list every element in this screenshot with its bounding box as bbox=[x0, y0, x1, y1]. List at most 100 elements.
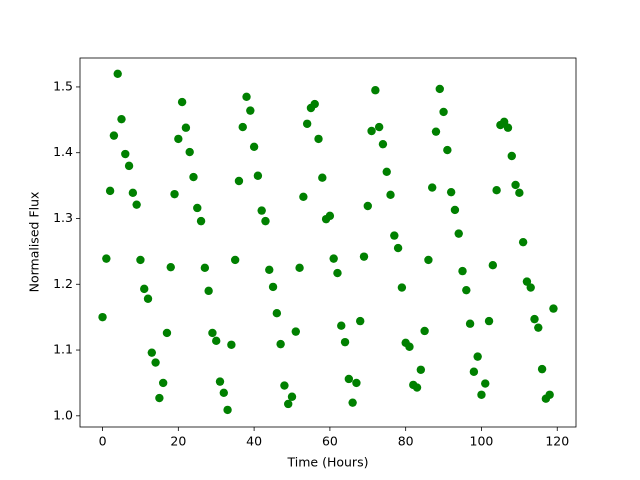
point bbox=[454, 229, 463, 238]
point bbox=[223, 405, 232, 415]
point bbox=[534, 323, 543, 332]
point bbox=[265, 265, 274, 274]
x-axis-label: Time (Hours) bbox=[287, 455, 369, 470]
point bbox=[193, 203, 202, 213]
point bbox=[98, 312, 107, 322]
point bbox=[462, 285, 471, 295]
y-tick-label: 1.1 bbox=[53, 342, 73, 357]
point bbox=[287, 392, 297, 401]
point bbox=[276, 339, 285, 349]
plot-frame bbox=[79, 57, 577, 428]
point bbox=[147, 348, 157, 357]
x-tick-label: 20 bbox=[170, 434, 186, 449]
point bbox=[158, 378, 168, 388]
x-tick-label: 100 bbox=[470, 434, 494, 449]
point bbox=[549, 304, 558, 313]
point bbox=[378, 139, 388, 149]
point bbox=[227, 340, 236, 349]
point bbox=[102, 254, 111, 263]
point bbox=[215, 377, 225, 386]
point bbox=[344, 374, 354, 384]
point bbox=[208, 328, 217, 338]
point bbox=[537, 364, 547, 374]
point bbox=[121, 149, 130, 159]
point bbox=[386, 190, 395, 200]
y-tick-label: 1.3 bbox=[53, 210, 73, 225]
point bbox=[291, 327, 300, 336]
point bbox=[382, 167, 391, 176]
point bbox=[446, 187, 456, 197]
point bbox=[128, 188, 138, 198]
point bbox=[280, 381, 289, 390]
point bbox=[465, 319, 475, 328]
point bbox=[246, 106, 255, 115]
point bbox=[356, 316, 365, 326]
point bbox=[477, 390, 486, 399]
point bbox=[390, 231, 399, 240]
point bbox=[299, 192, 308, 201]
point bbox=[200, 263, 210, 273]
x-tick-label: 40 bbox=[246, 434, 262, 449]
point bbox=[318, 173, 327, 182]
point bbox=[371, 86, 380, 95]
point bbox=[253, 171, 263, 180]
point bbox=[397, 283, 407, 292]
point bbox=[428, 183, 437, 192]
y-axis-label: Normalised Flux bbox=[27, 192, 42, 293]
point bbox=[363, 201, 372, 211]
x-tick-label: 60 bbox=[322, 434, 338, 449]
point bbox=[435, 84, 444, 94]
point bbox=[314, 134, 323, 144]
point bbox=[143, 294, 153, 303]
point bbox=[109, 131, 119, 140]
point bbox=[113, 69, 122, 78]
point bbox=[352, 378, 361, 388]
point bbox=[302, 119, 312, 128]
point bbox=[431, 127, 441, 136]
point bbox=[204, 286, 213, 296]
point bbox=[348, 398, 357, 407]
x-tick-label: 0 bbox=[99, 434, 107, 449]
point bbox=[458, 266, 467, 276]
point bbox=[196, 216, 206, 226]
point bbox=[367, 126, 376, 136]
point bbox=[526, 283, 535, 292]
point bbox=[140, 284, 149, 294]
y-tick-label: 1.2 bbox=[53, 276, 73, 291]
point bbox=[340, 337, 350, 347]
point bbox=[284, 399, 293, 409]
point bbox=[424, 255, 433, 265]
point bbox=[511, 180, 520, 190]
point bbox=[337, 321, 346, 330]
point bbox=[325, 211, 335, 221]
point bbox=[117, 114, 126, 124]
point bbox=[181, 123, 191, 132]
point bbox=[219, 388, 228, 397]
point bbox=[151, 358, 160, 367]
point bbox=[439, 107, 448, 117]
point bbox=[469, 367, 479, 376]
point bbox=[329, 254, 338, 263]
point bbox=[268, 282, 278, 292]
point bbox=[545, 390, 554, 399]
x-tick-label: 120 bbox=[545, 434, 569, 449]
point bbox=[473, 352, 482, 361]
point bbox=[242, 92, 251, 102]
point bbox=[416, 365, 426, 374]
x-tick-label: 80 bbox=[398, 434, 414, 449]
point bbox=[420, 326, 429, 336]
point bbox=[492, 186, 501, 195]
point bbox=[443, 145, 452, 155]
y-tick-label: 1.4 bbox=[53, 144, 73, 159]
point bbox=[124, 161, 134, 171]
point bbox=[238, 122, 247, 132]
point bbox=[333, 268, 342, 278]
y-tick-label: 1.0 bbox=[53, 407, 73, 422]
point bbox=[405, 342, 414, 351]
point bbox=[185, 147, 194, 157]
point bbox=[488, 260, 498, 270]
point bbox=[189, 172, 198, 182]
point bbox=[450, 205, 460, 215]
